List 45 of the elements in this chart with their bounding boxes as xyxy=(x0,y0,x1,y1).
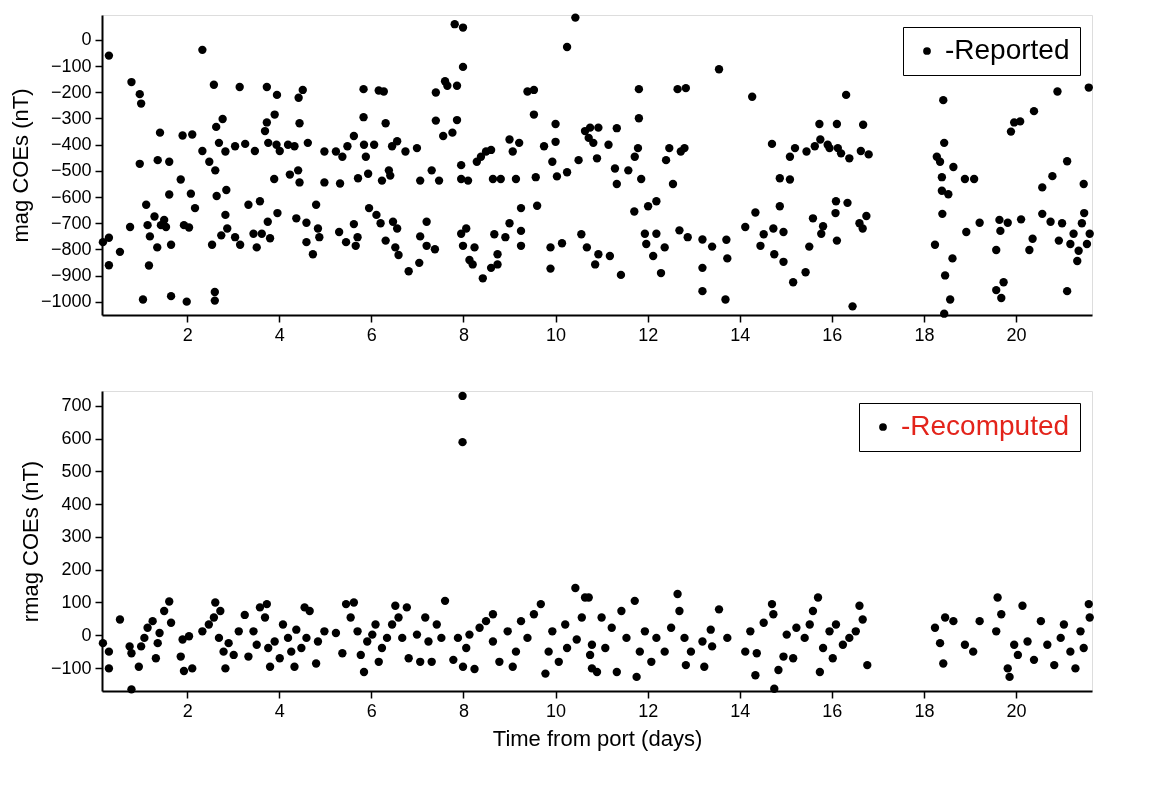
y-tick-label: −100 xyxy=(50,657,92,678)
x-tick-label: 2 xyxy=(182,700,193,721)
y-tick-label: 200 xyxy=(61,559,92,580)
x-tick-label: 14 xyxy=(730,324,751,345)
x-tick-label: 12 xyxy=(638,324,659,345)
y-tick-label: 0 xyxy=(81,29,92,50)
y-tick-label: 400 xyxy=(61,493,92,514)
y-tick-label: 300 xyxy=(61,526,92,547)
y-tick-label: 500 xyxy=(61,460,92,481)
x-tick-label: 20 xyxy=(1006,700,1027,721)
y-tick-label: 600 xyxy=(61,428,92,449)
x-tick-label: 14 xyxy=(730,700,751,721)
x-tick-label: 12 xyxy=(638,700,659,721)
legend-label: -Recomputed xyxy=(901,410,1070,441)
y-tick-label: −700 xyxy=(50,212,92,233)
y-tick-label: −800 xyxy=(50,239,92,259)
x-tick-label: 20 xyxy=(1006,324,1027,345)
x-tick-label: 16 xyxy=(822,324,843,345)
x-tick-label: 18 xyxy=(914,324,935,345)
x-tick-label: 8 xyxy=(458,700,469,721)
x-tick-label: 10 xyxy=(546,700,567,721)
y-tick-label: 0 xyxy=(81,624,92,645)
y-axis-title: mag COEs (nT) xyxy=(7,88,33,243)
x-axis-title: Time from port (days) xyxy=(492,725,703,751)
x-tick-label: 4 xyxy=(274,700,285,721)
x-tick-label: 8 xyxy=(458,324,469,345)
x-tick-label: 18 xyxy=(914,700,935,721)
legend-label: -Reported xyxy=(945,34,1070,65)
x-tick-label: 6 xyxy=(366,324,377,345)
y-tick-label: −1000 xyxy=(40,291,92,312)
y-tick-label: −500 xyxy=(50,160,92,181)
y-tick-label: −400 xyxy=(50,134,92,155)
x-tick-label: 4 xyxy=(274,324,285,345)
y-tick-label: 100 xyxy=(61,591,92,612)
x-tick-label: 2 xyxy=(182,324,193,345)
y-tick-label: −100 xyxy=(50,55,92,76)
x-tick-label: 10 xyxy=(546,324,567,345)
y-tick-label: −200 xyxy=(50,81,92,102)
y-tick-label: −300 xyxy=(50,107,92,128)
y-tick-label: 700 xyxy=(61,395,92,416)
y-axis-title: rmag COEs (nT) xyxy=(17,460,43,623)
x-tick-label: 6 xyxy=(366,700,377,721)
x-tick-label: 16 xyxy=(822,700,843,721)
y-tick-label: −900 xyxy=(50,265,92,286)
y-tick-label: −600 xyxy=(50,186,92,207)
